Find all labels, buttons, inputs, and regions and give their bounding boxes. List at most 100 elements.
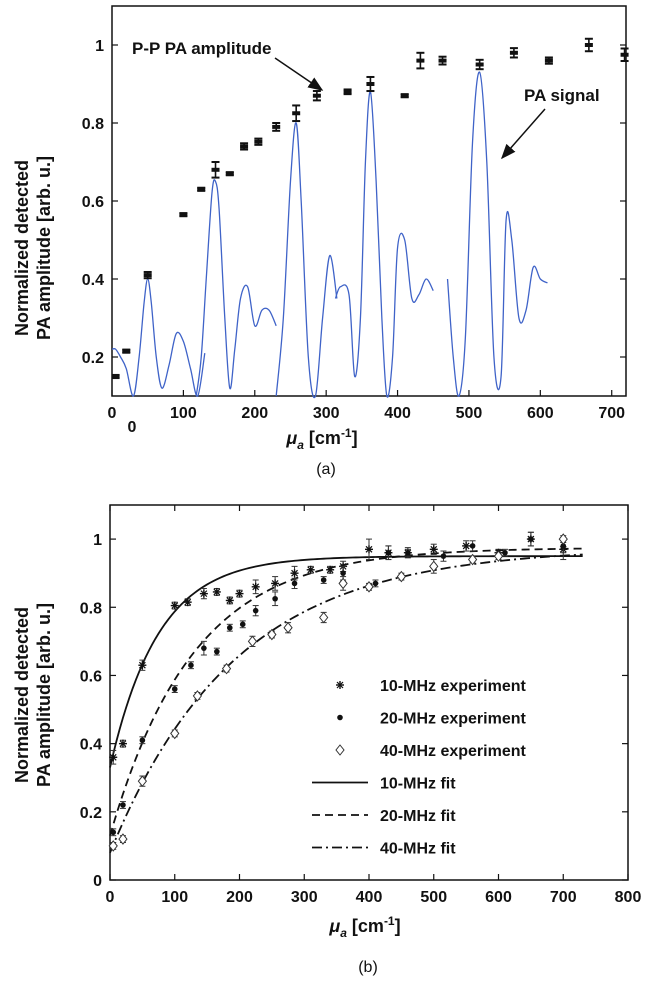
legend-entry: 10-MHz experiment — [336, 678, 526, 695]
chart-a-data-point — [122, 348, 131, 354]
chart-a-ytick-label: 0.2 — [82, 350, 104, 367]
chart-b-xlabel: μa [cm-1] — [328, 914, 400, 940]
fit-curve-solid — [109, 555, 583, 768]
chart-b-data-point-diamond — [319, 611, 329, 624]
chart-a-data-point — [438, 55, 447, 66]
chart-a-xtick-label: 700 — [598, 405, 625, 422]
chart-b-ytick-label: 0 — [93, 873, 102, 890]
chart-b-data-point-dot — [213, 647, 220, 656]
chart-b-ytick-label: 0.4 — [80, 737, 102, 754]
chart-b-data-point-dot — [187, 661, 194, 670]
chart-b-data-point-dot — [200, 640, 207, 656]
chart-a-data-point — [225, 171, 234, 177]
chart-b-data-point-dot — [320, 576, 327, 584]
chart-b-ylabel-line1: Normalized detected — [12, 607, 32, 783]
chart-b-data-point-star — [118, 739, 127, 748]
annotation-pa-signal-arrow — [501, 108, 546, 160]
pa-signal-waveform-segment — [446, 71, 548, 397]
chart-b-xtick-label: 0 — [106, 889, 115, 906]
chart-a-data-point — [366, 75, 375, 93]
chart-a-xtick-label: 100 — [170, 405, 197, 422]
chart-b-legend: 10-MHz experiment 20-MHz experiment 40-MHz… — [312, 678, 526, 858]
chart-b-data-point-diamond — [137, 775, 148, 787]
chart-b-data-point-star — [199, 588, 208, 600]
chart-a-ytick-label: 1 — [95, 38, 104, 55]
chart-a-xtick-label: 0 — [108, 405, 117, 422]
chart-b-data-point-diamond — [170, 727, 180, 740]
chart-b-data-point-star — [212, 587, 221, 596]
chart-b-data-point-star — [170, 601, 179, 610]
chart-a-data-point — [143, 270, 152, 280]
annotation-pp-arrow — [274, 57, 324, 91]
chart-a-data-point — [509, 47, 518, 59]
chart-b-data-point-star — [235, 589, 244, 598]
chart-b-data-point-dot — [110, 828, 117, 837]
fit-curve-dashed — [109, 547, 583, 836]
chart-b-data-point-diamond — [558, 533, 568, 545]
chart-a-data-point — [475, 58, 484, 71]
chart-b-data-point-diamond — [467, 553, 478, 566]
chart-b-xtick-label: 600 — [485, 889, 512, 906]
chart-b-data-point-dot — [501, 548, 508, 557]
chart-b-xtick-label: 800 — [615, 889, 642, 906]
chart-b-ylabel-line2: PA amplitude [arb. u.] — [34, 603, 54, 787]
pa-signal-waveform-segment — [111, 278, 206, 397]
legend-entry: 20-MHz fit — [312, 808, 456, 825]
chart-b-data-point-diamond — [247, 635, 258, 648]
chart-b-xtick-label: 200 — [226, 889, 253, 906]
chart-a-data-point — [240, 142, 249, 151]
legend-label: 40-MHz fit — [380, 841, 456, 858]
fit-curve-dashdot — [109, 553, 583, 854]
legend-label: 20-MHz fit — [380, 808, 456, 825]
chart-b-data-point-diamond — [283, 621, 293, 634]
annotation-pa-signal: PA signal — [524, 86, 600, 105]
chart-a-data-point — [211, 161, 220, 179]
legend-label: 10-MHz experiment — [380, 678, 526, 695]
chart-b-data-point-diamond — [221, 662, 232, 675]
chart-b-ytick-label: 0.2 — [80, 805, 102, 822]
chart-b-xtick-label: 300 — [291, 889, 318, 906]
chart-a-panel-label: (a) — [316, 461, 336, 478]
chart-b-ytick-label: 0.8 — [80, 600, 102, 617]
legend-entry: 40-MHz fit — [312, 841, 456, 858]
chart-a-data-point — [292, 104, 301, 123]
chart-b: 0 100 200 300 400 500 600 700 800 0 0.2 0.4 0.6 0.8 1… — [12, 504, 642, 976]
legend-label: 20-MHz experiment — [380, 711, 526, 728]
chart-a-xlabel: μa [cm-1] — [285, 426, 357, 452]
chart-b-data-point-star — [138, 659, 147, 671]
chart-b-data-point-diamond — [396, 570, 407, 583]
chart-a-data-point — [584, 37, 593, 53]
chart-b-data-point-diamond — [108, 840, 118, 852]
chart-a-data-point — [197, 186, 206, 192]
chart-b-data-point-dot — [119, 801, 126, 809]
chart-a-ylabel-line2: PA amplitude [arb. u.] — [34, 156, 54, 340]
chart-b-data-point-dot — [272, 591, 279, 607]
chart-b-data-point-diamond — [118, 833, 128, 845]
chart-b-ytick-label: 0.6 — [80, 668, 102, 685]
chart-a-ylabel-line1: Normalized detected — [12, 160, 32, 336]
chart-a-ytick-label: 0.6 — [82, 194, 104, 211]
chart-b-data-point-star — [326, 565, 335, 574]
legend-entry: 10-MHz fit — [312, 776, 456, 793]
chart-a-data-point — [272, 122, 281, 132]
legend-label: 40-MHz experiment — [380, 743, 526, 760]
pa-signal-waveform-segment — [195, 179, 277, 397]
chart-b-ytick-label: 1 — [93, 532, 102, 549]
chart-b-data-point-dot — [239, 620, 246, 629]
chart-b-xtick-label: 100 — [161, 889, 188, 906]
chart-b-data-point-star — [183, 598, 192, 607]
chart-b-xtick-label: 400 — [356, 889, 383, 906]
chart-a: 0 100 200 300 400 500 600 700 0.2 0.4 0.6 0.8 1 0 N… — [12, 5, 629, 478]
chart-a-data-point — [111, 373, 120, 380]
chart-a-xtick-label: 200 — [241, 405, 268, 422]
annotation-pp-amplitude: P-P PA amplitude — [132, 39, 272, 58]
legend-label: 10-MHz fit — [380, 776, 456, 793]
legend-entry: 40-MHz experiment — [335, 743, 526, 760]
chart-b-data-point-star — [365, 538, 373, 561]
chart-b-data-point-diamond — [338, 576, 348, 591]
chart-b-data-point-dot — [139, 736, 146, 745]
chart-b-xtick-label: 500 — [420, 889, 447, 906]
chart-a-xtick-label: 600 — [527, 405, 554, 422]
chart-b-data-point-dot — [252, 605, 259, 617]
